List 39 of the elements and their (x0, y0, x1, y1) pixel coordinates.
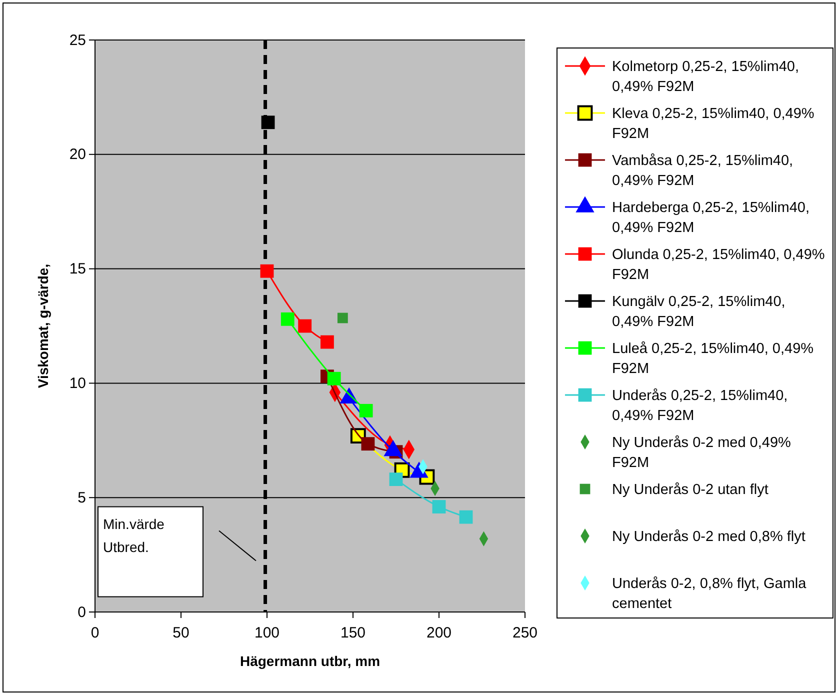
point (389, 472, 403, 486)
legend-label: Vambåsa 0,25-2, 15%lim40, 0,49% F92M (612, 153, 794, 189)
legend-label: Ny Underås 0-2 utan flyt (612, 482, 768, 498)
legend-label: Underås 0,25-2, 15%lim40, 0,49% F92M (612, 388, 788, 424)
point (261, 116, 275, 130)
y-tick-label: 15 (69, 260, 86, 278)
annotation: Min.värde Utbred. (103, 516, 165, 555)
point (320, 335, 334, 349)
point (459, 510, 473, 524)
legend-label: Olunda 0,25-2, 15%lim40, 0,49% F92M (612, 247, 825, 283)
point (298, 319, 312, 333)
point (327, 372, 341, 386)
y-tick-label: 0 (78, 604, 86, 621)
y-tick-label: 10 (69, 375, 86, 392)
x-tick-label: 250 (512, 624, 538, 642)
legend-label: Kungälv 0,25-2, 15%lim40, 0,49% F92M (612, 294, 786, 330)
x-tick-label: 0 (90, 624, 100, 642)
legend-label: Luleå 0,25-2, 15%lim40, 0,49% F92M (612, 341, 814, 377)
point (361, 437, 375, 451)
x-tick-label: 100 (254, 624, 280, 642)
point (280, 312, 294, 326)
y-tick-label: 20 (69, 146, 86, 164)
x-tick-label: 200 (426, 624, 452, 642)
legend-label: Ny Underås 0-2 med 0,49% F92M (612, 435, 792, 471)
legend-label: Underås 0-2, 0,8% flyt, Gamla cementet (612, 576, 808, 612)
legend-label: Kleva 0,25-2, 15%lim40, 0,49% F92M (612, 106, 814, 142)
y-tick-label: 25 (69, 32, 86, 49)
y-axis-title: Viskomat, g-värde, (35, 264, 51, 388)
x-tick-label: 150 (340, 624, 366, 642)
y-tick-label: 5 (78, 489, 86, 506)
legend-label: Hardeberga 0,25-2, 15%lim40, 0,49% F92M (612, 200, 810, 236)
point (432, 500, 446, 514)
legend-label: Kolmetorp 0,25-2, 15%lim40, 0,49% F92M (612, 59, 799, 95)
point (359, 404, 373, 418)
legend-label: Ny Underås 0-2 med 0,8% flyt (612, 529, 806, 545)
point (260, 264, 274, 278)
x-axis-title: Hägermann utbr, mm (240, 653, 380, 669)
point (337, 312, 348, 324)
x-tick-label: 50 (172, 624, 190, 642)
